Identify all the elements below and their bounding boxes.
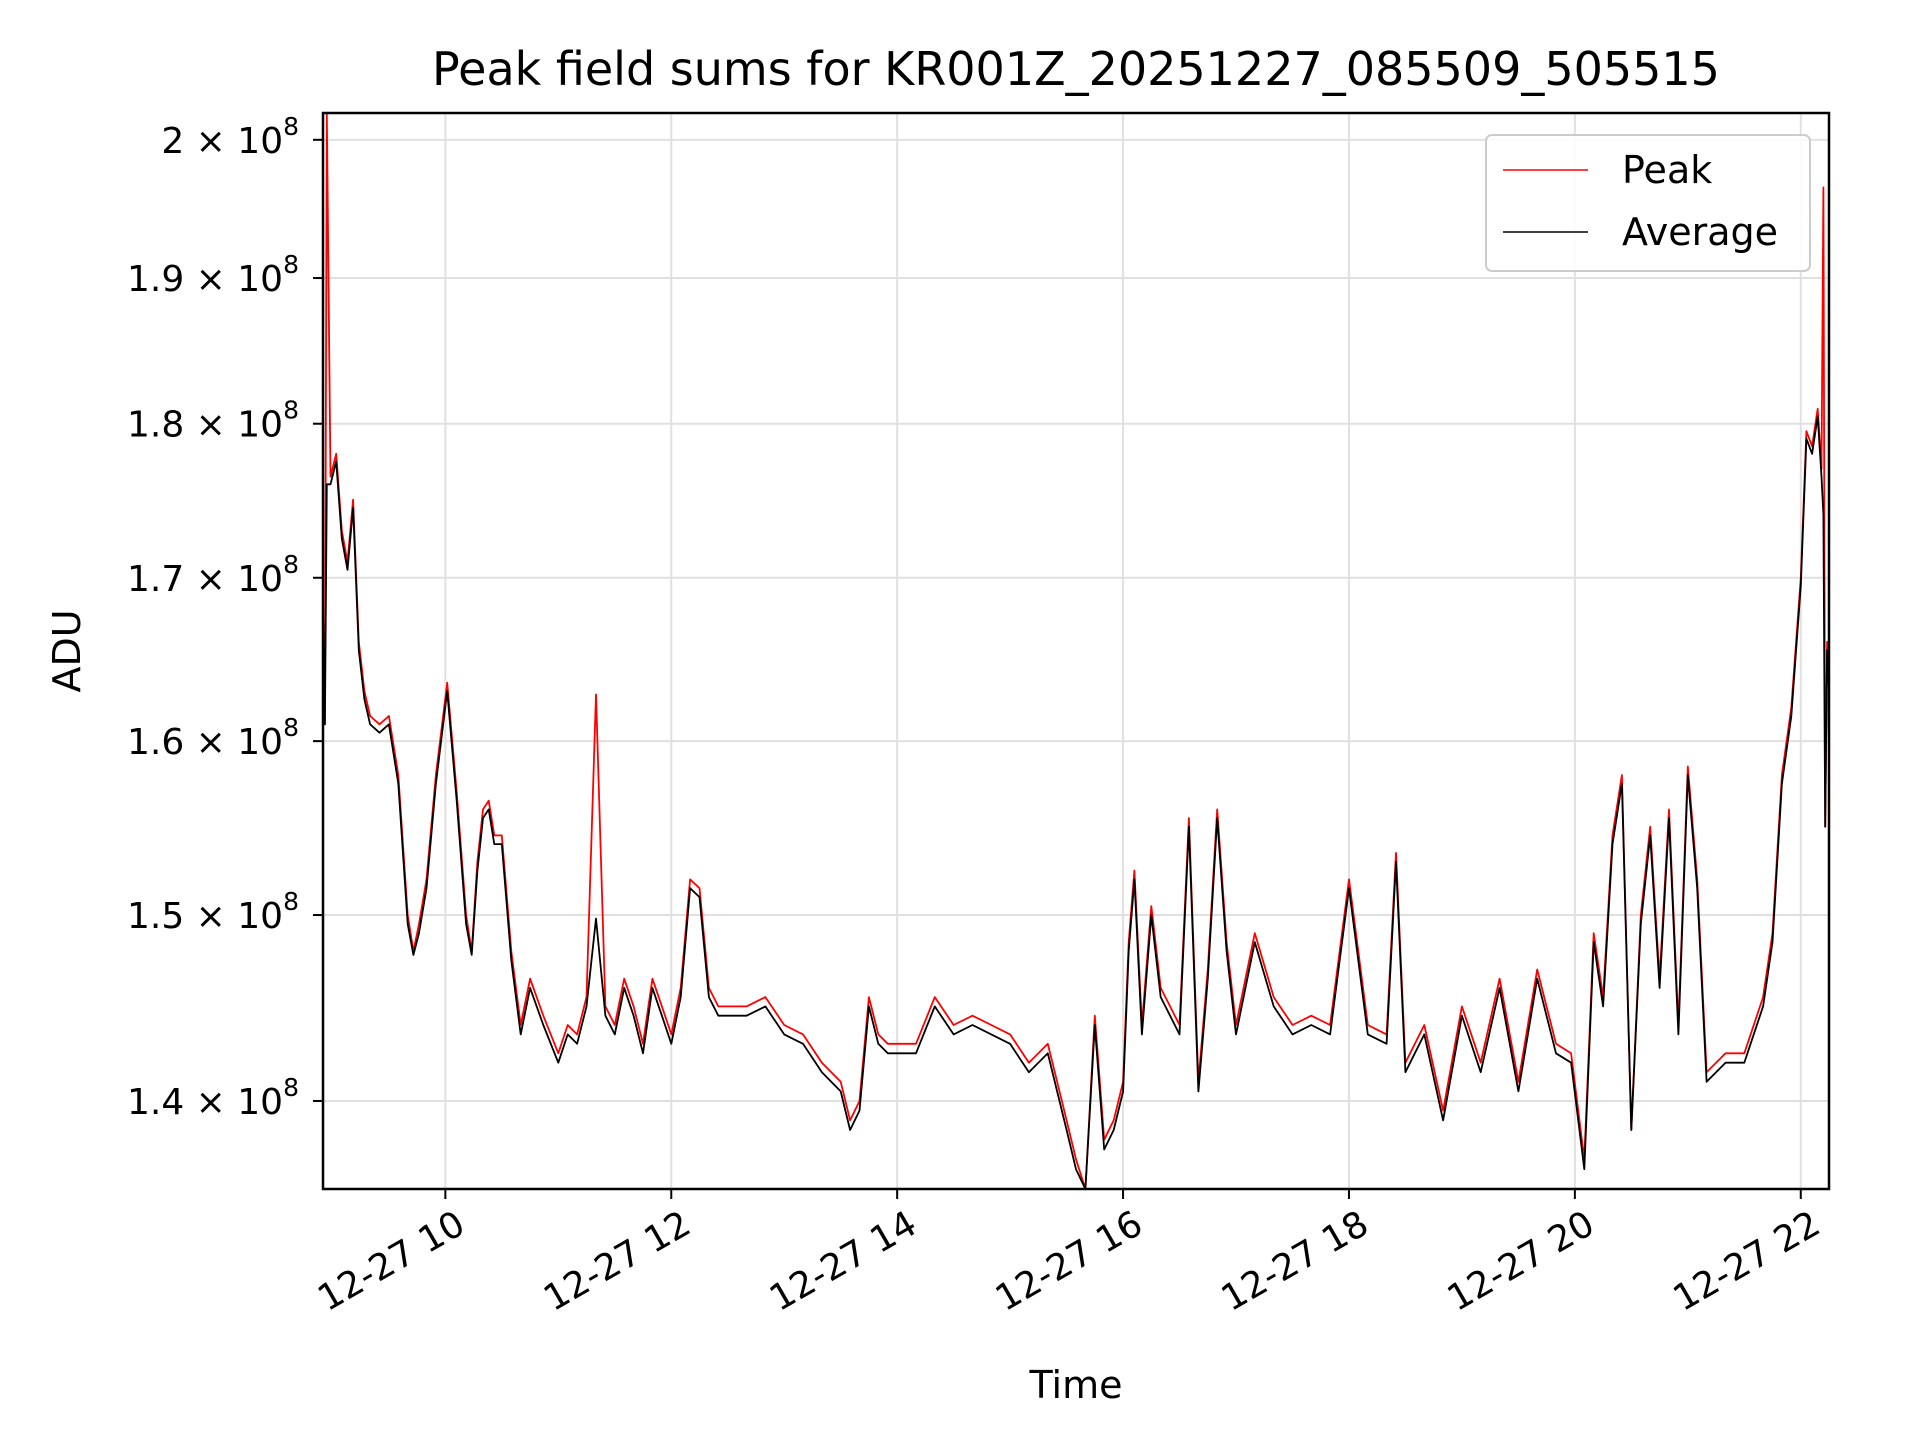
- y-tick-label: 1.9 × 108: [127, 250, 299, 300]
- x-tick-label: 12-27 18: [1215, 1203, 1376, 1319]
- legend: Peak Average: [1485, 134, 1811, 272]
- legend-label-peak: Peak: [1622, 148, 1712, 192]
- series-line-average: [322, 415, 1830, 1190]
- series-layer: [322, 112, 1830, 1190]
- x-tick-label: 12-27 12: [537, 1203, 698, 1319]
- x-axis: 12-27 10 12-27 12 12-27 14 12-27 16 12-27 18…: [311, 1189, 1827, 1320]
- y-tick-label: 1.5 × 108: [127, 887, 299, 937]
- y-tick-label: 1.6 × 108: [127, 713, 299, 763]
- x-tick-label: 12-27 14: [763, 1203, 924, 1319]
- y-axis: 1.4 × 108 1.5 × 108 1.6 × 108 1.7 × 108 1.8 …: [127, 112, 323, 1123]
- x-axis-title: Time: [1029, 1363, 1123, 1407]
- x-tick-label: 12-27 22: [1667, 1203, 1828, 1319]
- series-line-peak: [322, 112, 1830, 1190]
- legend-label-average: Average: [1622, 210, 1778, 254]
- y-tick-label: 2 × 108: [161, 112, 299, 162]
- x-tick-label: 12-27 16: [989, 1203, 1150, 1319]
- y-tick-label: 1.4 × 108: [127, 1073, 299, 1123]
- y-tick-label: 1.8 × 108: [127, 396, 299, 446]
- x-tick-label: 12-27 10: [311, 1203, 472, 1319]
- y-tick-label: 1.7 × 108: [127, 550, 299, 600]
- legend-frame: [1485, 134, 1811, 272]
- chart-title: Peak field sums for KR001Z_20251227_0855…: [432, 42, 1720, 96]
- x-tick-label: 12-27 20: [1441, 1203, 1602, 1319]
- plot-frame: [321, 111, 1831, 1191]
- y-axis-title: ADU: [45, 609, 89, 692]
